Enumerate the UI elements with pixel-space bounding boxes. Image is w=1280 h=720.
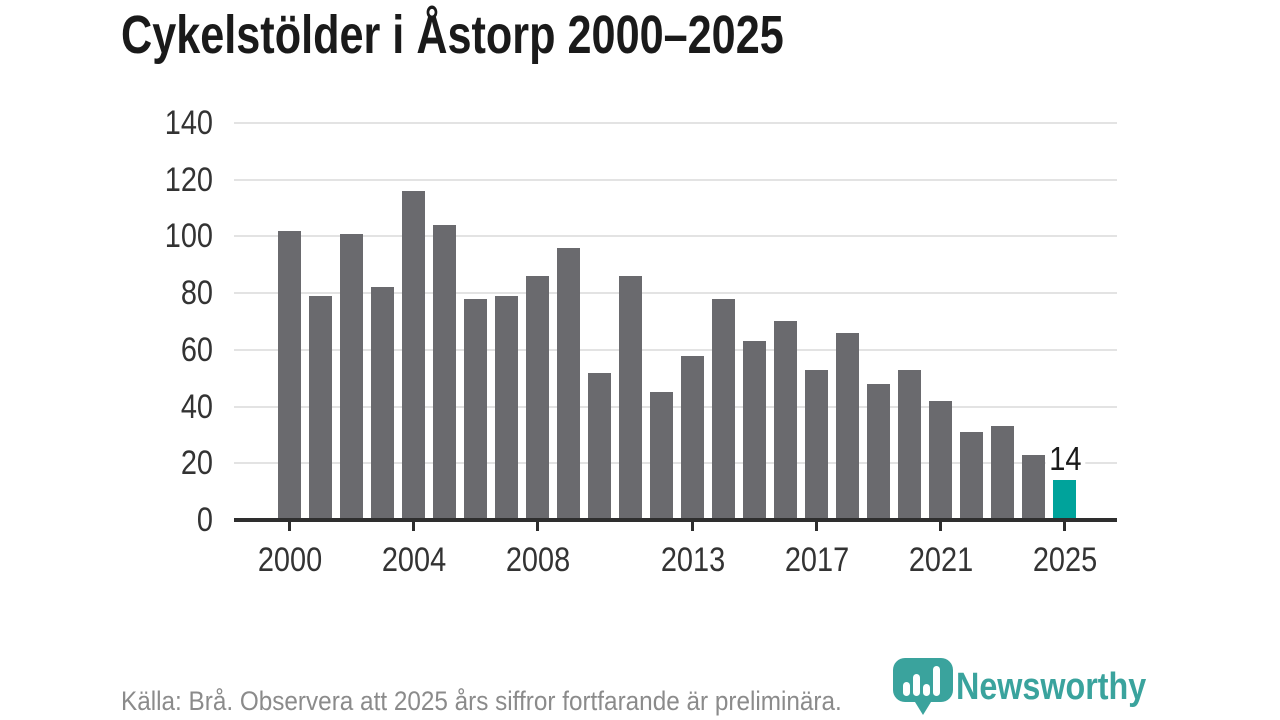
bar-2007 [495, 296, 518, 520]
y-axis-label-140: 140 [164, 104, 213, 142]
y-axis-label-40: 40 [180, 387, 213, 426]
bar-2020 [898, 370, 921, 520]
gridline-20 [234, 462, 1117, 465]
x-axis-tick-2013 [691, 522, 694, 531]
bar-2016 [774, 321, 797, 520]
x-axis-tick-2025 [1063, 522, 1066, 531]
x-axis-label-2021: 2021 [908, 541, 973, 579]
x-axis-tick-2008 [536, 522, 539, 531]
bar-2003 [371, 287, 394, 520]
brand-logo: Newsworthy [892, 657, 1222, 720]
bar-2005 [433, 225, 456, 520]
gridline-60 [234, 348, 1117, 351]
x-axis-tick-2000 [288, 522, 291, 531]
gridline-80 [234, 292, 1117, 295]
x-axis-tick-2004 [412, 522, 415, 531]
bar-2002 [340, 234, 363, 520]
y-axis-label-60: 60 [180, 330, 213, 369]
bar-2024 [1022, 455, 1045, 520]
x-axis-tick-2021 [939, 522, 942, 531]
x-axis-tick-2017 [815, 522, 818, 531]
bar-2023 [991, 426, 1014, 520]
y-axis-label-100: 100 [164, 217, 213, 256]
x-axis-line [234, 518, 1117, 522]
bar-2013 [681, 356, 704, 520]
y-axis-label-0: 0 [196, 501, 213, 539]
bar-2011 [619, 276, 642, 520]
gridline-100 [234, 235, 1117, 238]
x-axis-label-2017: 2017 [784, 541, 849, 579]
bar-value-label: 14 [1045, 441, 1085, 476]
source-note: Källa: Brå. Observera att 2025 års siffr… [121, 686, 842, 716]
bar-2006 [464, 299, 487, 520]
brand-name: Newsworthy [956, 666, 1147, 708]
bar-2021 [929, 401, 952, 520]
bar-2009 [557, 248, 580, 520]
gridline-40 [234, 405, 1117, 408]
bar-2004 [402, 191, 425, 520]
bar-2012 [650, 392, 673, 520]
bar-2022 [960, 432, 983, 520]
bar-2000 [278, 231, 301, 520]
y-axis-label-80: 80 [180, 274, 213, 313]
x-axis-label-2004: 2004 [381, 541, 446, 579]
newsworthy-logo-icon [893, 658, 953, 715]
bar-2008 [526, 276, 549, 520]
bar-2001 [309, 296, 332, 520]
x-axis-label-2000: 2000 [257, 541, 322, 579]
x-axis-label-2013: 2013 [660, 541, 725, 579]
bar-2014 [712, 299, 735, 520]
bar-2010 [588, 373, 611, 520]
bar-2018 [836, 333, 859, 520]
chart-title: Cykelstölder i Åstorp 2000–2025 [121, 5, 784, 65]
y-axis-label-120: 120 [164, 160, 213, 199]
x-axis-label-2025: 2025 [1032, 541, 1097, 579]
y-axis-label-20: 20 [180, 444, 213, 483]
bar-2015 [743, 341, 766, 520]
bar-2017 [805, 370, 828, 520]
gridline-120 [234, 178, 1117, 181]
gridline-140 [234, 122, 1117, 124]
x-axis-label-2008: 2008 [505, 541, 570, 579]
bar-2025 [1053, 480, 1076, 520]
bar-2019 [867, 384, 890, 520]
